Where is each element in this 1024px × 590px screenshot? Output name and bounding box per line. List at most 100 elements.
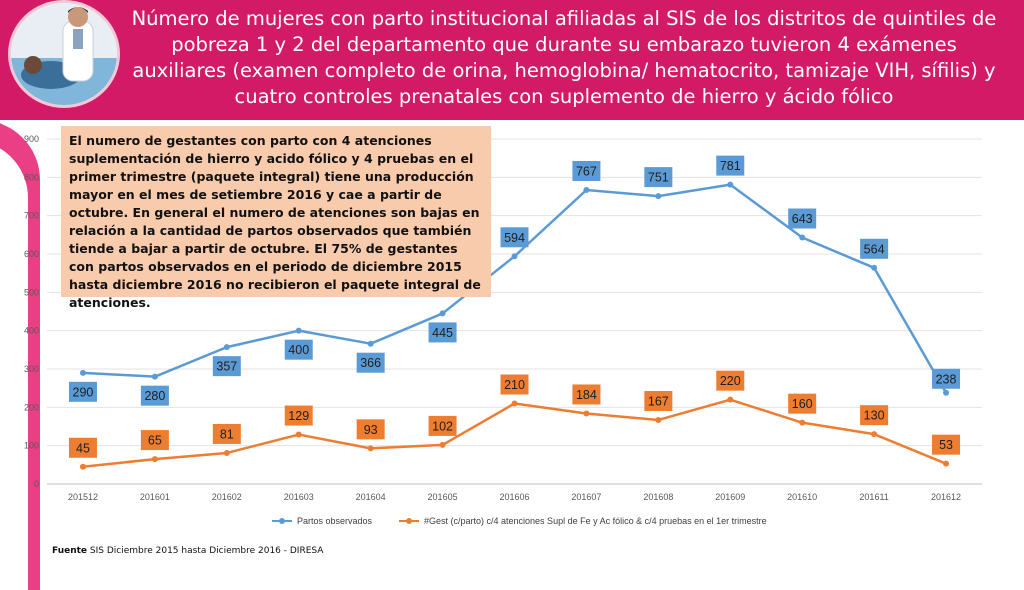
series-lines [79, 181, 950, 470]
data-label-box [356, 352, 385, 373]
data-label-box [500, 227, 529, 248]
data-point [871, 264, 878, 271]
header-banner: Número de mujeres con parto instituciona… [0, 0, 1024, 120]
x-tick-label: 201601 [140, 492, 170, 502]
left-decorative-swoosh-inner [0, 140, 28, 590]
data-label-box [860, 238, 889, 259]
y-tick-label: 700 [24, 211, 39, 221]
x-tick-label: 201606 [499, 492, 529, 502]
data-label-box [932, 368, 961, 389]
data-label-box [644, 167, 673, 188]
data-label: 81 [220, 427, 234, 441]
data-point [223, 449, 230, 456]
data-label-box [932, 434, 961, 455]
data-label-box [428, 322, 457, 343]
data-point [799, 234, 806, 241]
data-label-box [140, 430, 169, 451]
data-label: 184 [576, 388, 597, 402]
data-point [295, 431, 302, 438]
data-label: 220 [720, 374, 741, 388]
footer-source: Fuente SIS Diciembre 2015 hasta Diciembr… [52, 546, 323, 556]
data-label-box [716, 370, 745, 391]
data-label: 445 [432, 326, 453, 340]
x-tick-label: 201612 [931, 492, 961, 502]
data-point [655, 416, 662, 423]
data-label: 238 [936, 372, 957, 386]
y-tick-label: 200 [24, 402, 39, 412]
x-tick-label: 201608 [643, 492, 673, 502]
data-label-box [860, 405, 889, 426]
data-label: 160 [792, 397, 813, 411]
data-point [295, 327, 302, 334]
source-text: SIS Diciembre 2015 hasta Diciembre 2016 … [87, 546, 324, 556]
y-tick-label: 900 [24, 134, 39, 144]
data-point [79, 369, 86, 376]
legend-marker-2 [406, 518, 412, 524]
data-point [943, 460, 950, 467]
data-point [511, 400, 518, 407]
data-label-box [644, 390, 673, 411]
data-label: 65 [148, 434, 162, 448]
data-point [583, 186, 590, 193]
data-label: 366 [360, 356, 381, 370]
data-label: 594 [504, 231, 525, 245]
x-tick-label: 201610 [787, 492, 817, 502]
data-point [223, 344, 230, 351]
data-point [151, 373, 158, 380]
data-label: 102 [432, 419, 453, 433]
data-label-box [68, 437, 97, 458]
legend-label-2: #Gest (c/parto) c/4 atenciones Supl de F… [424, 516, 767, 526]
data-label: 357 [216, 360, 237, 374]
data-label-box [788, 208, 817, 229]
data-label-box [68, 381, 97, 402]
data-label-box [212, 423, 241, 444]
x-tick-label: 201607 [571, 492, 601, 502]
data-label-box [284, 405, 313, 426]
x-tick-label: 201611 [859, 492, 888, 502]
data-point [799, 419, 806, 426]
data-point [727, 181, 734, 188]
data-point [439, 441, 446, 448]
data-point [655, 193, 662, 200]
data-label: 643 [792, 212, 813, 226]
data-point [367, 445, 374, 452]
data-point [79, 463, 86, 470]
data-label: 129 [288, 409, 309, 423]
legend-marker-1 [279, 518, 285, 524]
x-tick-label: 201603 [284, 492, 314, 502]
data-point [151, 456, 158, 463]
series-line-2 [82, 398, 947, 468]
data-label-box [716, 155, 745, 176]
data-label-box [140, 385, 169, 406]
data-label-box [572, 160, 601, 181]
y-axis-ticks: 0 100 200 300 400 500 600 700 800 900 [24, 134, 39, 489]
data-point [583, 410, 590, 417]
data-label: 130 [864, 409, 885, 423]
y-tick-label: 500 [24, 287, 39, 297]
annotation-note: El numero de gestantes con parto con 4 a… [61, 126, 491, 310]
data-label: 45 [76, 441, 90, 455]
y-tick-label: 0 [34, 479, 39, 489]
data-label: 781 [720, 159, 741, 173]
data-label-box [428, 415, 457, 436]
x-tick-label: 201605 [428, 492, 458, 502]
data-label: 564 [864, 242, 885, 256]
data-label: 93 [364, 423, 378, 437]
x-tick-label: 201604 [356, 492, 386, 502]
data-label-box [212, 356, 241, 377]
data-point [727, 396, 734, 403]
data-point [943, 389, 950, 396]
page-title: Número de mujeres con parto instituciona… [131, 7, 997, 108]
data-point [439, 310, 446, 317]
data-label: 280 [144, 389, 165, 403]
y-tick-label: 300 [24, 364, 39, 374]
data-label: 400 [288, 343, 309, 357]
data-labels: 290 280 357 400 366 445 594 767 751 781 643 564 238 4… [68, 155, 961, 458]
data-point [367, 340, 374, 347]
y-tick-label: 600 [24, 249, 39, 259]
data-label-box [500, 374, 529, 395]
data-label: 751 [648, 171, 669, 185]
legend-label-1: Partos observados [297, 516, 373, 526]
data-label: 210 [504, 378, 525, 392]
chart-legend: Partos observados #Gest (c/parto) c/4 ate… [272, 516, 767, 526]
